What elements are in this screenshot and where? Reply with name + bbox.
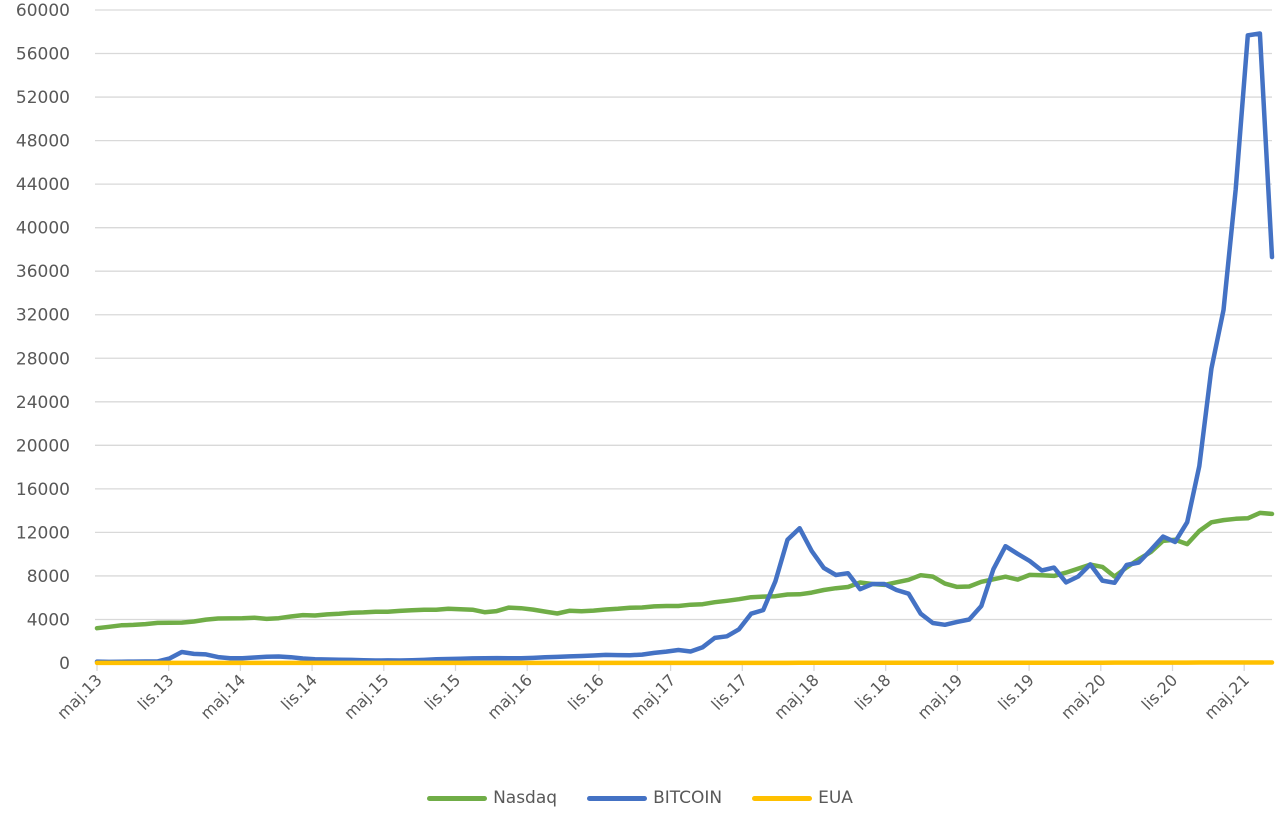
legend-item-bitcoin[interactable]: BITCOIN	[587, 788, 722, 808]
y-tick-label: 24000	[16, 393, 70, 413]
y-tick-label: 60000	[16, 1, 70, 21]
x-tick-label: maj.15	[340, 670, 393, 723]
x-tick-label: maj.16	[484, 670, 537, 723]
y-tick-label: 52000	[16, 88, 70, 108]
y-tick-label: 4000	[27, 610, 70, 630]
x-tick-label: maj.17	[627, 670, 680, 723]
y-tick-label: 28000	[16, 349, 70, 369]
y-tick-label: 48000	[16, 132, 70, 152]
y-tick-label: 12000	[16, 523, 70, 543]
x-tick-label: lis.14	[277, 670, 321, 714]
x-tick-label: lis.15	[421, 670, 465, 714]
x-tick-label: lis.18	[851, 670, 895, 714]
y-tick-label: 56000	[16, 45, 70, 65]
legend-label-eua: EUA	[818, 788, 853, 808]
x-tick-label: maj.21	[1201, 670, 1254, 723]
y-tick-label: 44000	[16, 175, 70, 195]
legend-item-nasdaq[interactable]: Nasdaq	[427, 788, 557, 808]
y-tick-label: 32000	[16, 306, 70, 326]
x-tick-label: maj.20	[1057, 670, 1110, 723]
y-tick-label: 16000	[16, 480, 70, 500]
legend-swatch-eua	[752, 796, 812, 801]
x-axis: maj.13 lis.13 maj.14 lis.14 maj.15 lis.15 maj.…	[53, 663, 1253, 723]
x-tick-label: lis.20	[1138, 670, 1182, 714]
legend-swatch-bitcoin	[587, 796, 647, 801]
legend-swatch-nasdaq	[427, 796, 487, 801]
x-tick-label: lis.13	[134, 670, 178, 714]
x-tick-label: lis.16	[564, 670, 608, 714]
x-tick-label: maj.18	[770, 670, 823, 723]
x-tick-label: lis.17	[708, 670, 752, 714]
legend-label-bitcoin: BITCOIN	[653, 788, 722, 808]
x-tick-label: maj.13	[53, 670, 106, 723]
x-tick-label: maj.19	[914, 670, 967, 723]
legend-label-nasdaq: Nasdaq	[493, 788, 557, 808]
y-tick-label: 8000	[27, 567, 70, 587]
y-tick-label: 40000	[16, 219, 70, 239]
y-tick-label: 20000	[16, 436, 70, 456]
chart-legend: Nasdaq BITCOIN EUA	[0, 786, 1280, 810]
y-tick-label: 0	[59, 654, 70, 674]
x-tick-label: maj.14	[197, 670, 250, 723]
x-tick-label: lis.19	[994, 670, 1038, 714]
legend-item-eua[interactable]: EUA	[752, 788, 853, 808]
y-tick-label: 36000	[16, 262, 70, 282]
